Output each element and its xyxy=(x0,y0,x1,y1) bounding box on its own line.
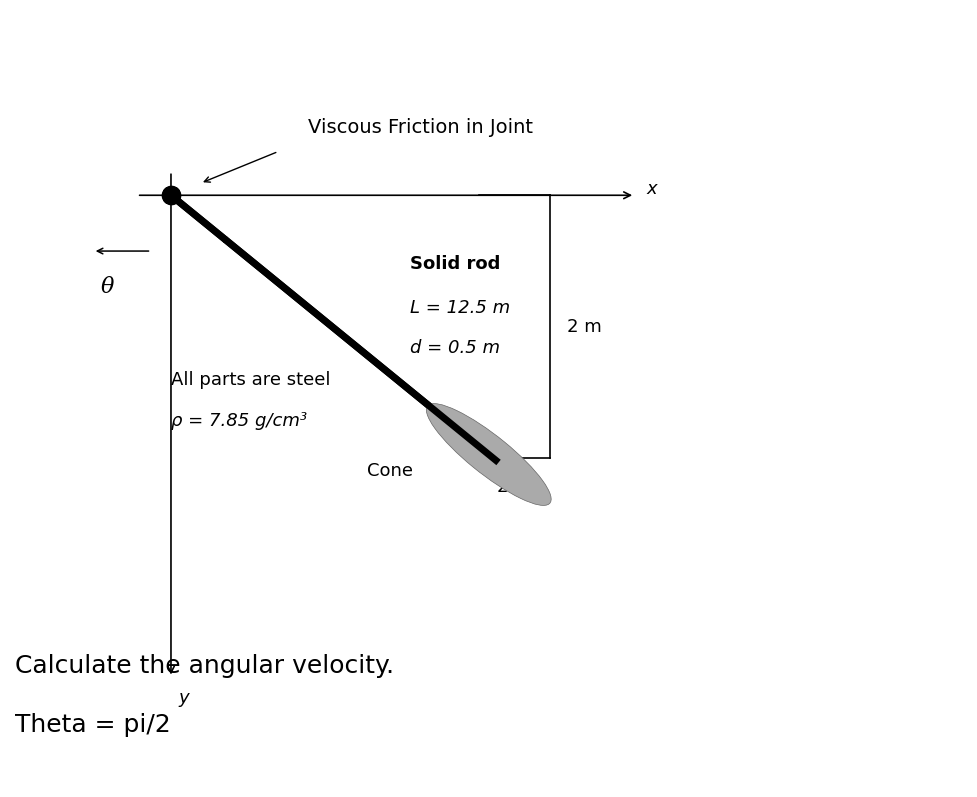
Text: Cone: Cone xyxy=(366,462,412,481)
Text: L = 12.5 m: L = 12.5 m xyxy=(410,299,510,317)
Text: 2 m: 2 m xyxy=(497,478,531,497)
Text: θ: θ xyxy=(101,276,114,298)
Text: Theta = pi/2: Theta = pi/2 xyxy=(15,713,170,737)
Text: y: y xyxy=(179,689,190,708)
Text: x: x xyxy=(647,180,658,198)
Text: All parts are steel: All parts are steel xyxy=(171,371,330,389)
Text: 2 m: 2 m xyxy=(568,318,602,336)
Text: Solid rod: Solid rod xyxy=(410,255,501,273)
Text: Calculate the angular velocity.: Calculate the angular velocity. xyxy=(15,654,394,677)
Ellipse shape xyxy=(426,403,551,505)
Text: ρ = 7.85 g/cm³: ρ = 7.85 g/cm³ xyxy=(171,412,307,430)
Text: d = 0.5 m: d = 0.5 m xyxy=(410,339,500,357)
Text: Viscous Friction in Joint: Viscous Friction in Joint xyxy=(308,118,532,137)
